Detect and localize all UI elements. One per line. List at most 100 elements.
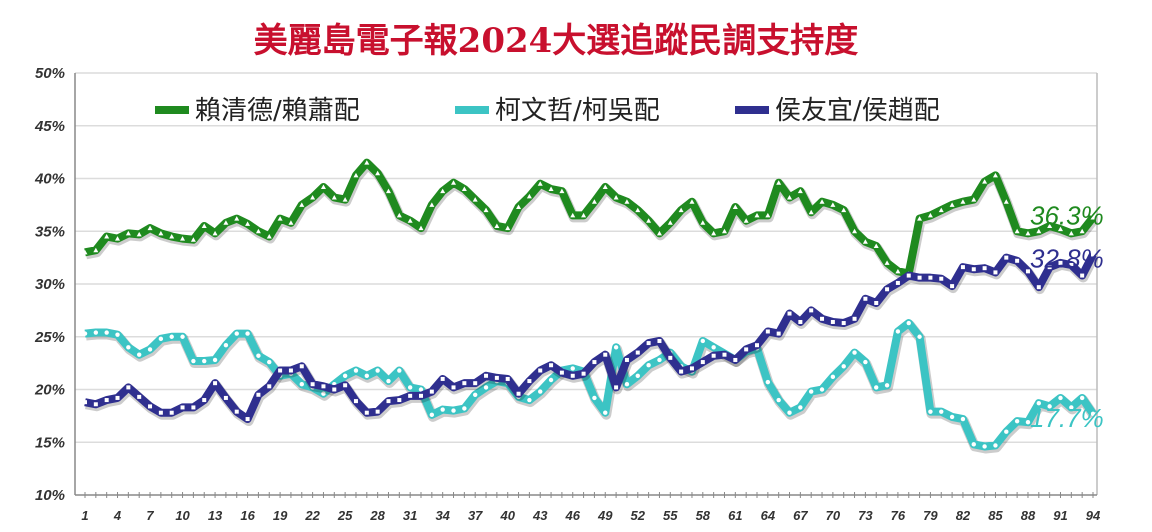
data-point [830, 319, 835, 324]
data-point [852, 228, 858, 234]
x-tick-label: 55 [663, 508, 678, 523]
data-point [1036, 401, 1042, 406]
data-point [873, 243, 879, 249]
data-point [581, 212, 587, 218]
data-point [1069, 405, 1074, 410]
data-point [169, 334, 174, 339]
data-point [678, 207, 684, 213]
data-point [440, 376, 445, 381]
data-point [656, 230, 662, 236]
data-point [494, 375, 499, 380]
data-point [126, 345, 131, 350]
data-point [1057, 226, 1063, 232]
data-point [700, 360, 705, 365]
data-point [353, 399, 358, 404]
data-point [971, 267, 976, 272]
data-point [732, 204, 738, 209]
series-line [84, 252, 1097, 424]
data-point [419, 393, 423, 398]
data-point [1025, 230, 1031, 236]
data-point [982, 266, 987, 271]
chart-title: 美麗島電子報2024大選追蹤民調支持度 [254, 21, 859, 61]
data-point [191, 405, 196, 410]
data-point [505, 225, 511, 231]
data-point [613, 194, 619, 200]
end-value-label: 17.7% [1030, 403, 1104, 433]
data-point [960, 416, 966, 422]
data-point [538, 368, 543, 373]
x-tick-label: 52 [631, 508, 646, 523]
x-tick-label: 22 [304, 508, 320, 523]
data-point [245, 331, 250, 336]
data-point [288, 368, 293, 373]
data-point [939, 276, 944, 281]
x-tick-label: 76 [891, 508, 906, 523]
data-point [570, 373, 575, 378]
data-point [136, 352, 142, 357]
data-point [917, 334, 922, 339]
data-point [549, 363, 554, 368]
data-point [722, 352, 727, 357]
data-point [126, 385, 131, 390]
x-tick-label: 13 [208, 508, 223, 523]
x-tick-label: 46 [565, 508, 581, 523]
data-point [960, 265, 965, 270]
data-point [689, 199, 695, 204]
data-point [202, 358, 207, 364]
data-point [689, 366, 694, 371]
y-tick-label: 25% [34, 329, 65, 346]
data-point [461, 186, 467, 192]
data-point [299, 202, 305, 207]
x-tick-label: 34 [435, 508, 450, 523]
y-tick-label: 50% [35, 65, 65, 82]
data-point [375, 368, 380, 373]
data-point [202, 398, 207, 403]
data-point [137, 394, 142, 399]
data-point [1036, 228, 1042, 234]
data-point [299, 382, 304, 387]
series-line [84, 319, 1097, 451]
data-point [765, 212, 771, 218]
data-point [82, 249, 88, 255]
data-point [418, 225, 424, 231]
data-point [537, 181, 543, 186]
data-point [808, 389, 814, 394]
data-point [765, 379, 771, 385]
data-point [808, 209, 814, 215]
data-point [320, 184, 326, 189]
data-point [472, 392, 478, 397]
data-point [755, 343, 759, 348]
data-point [267, 384, 272, 389]
data-point [473, 381, 478, 386]
x-tick-label: 67 [793, 508, 808, 523]
data-point [321, 384, 326, 389]
data-point [407, 218, 413, 223]
data-point [299, 364, 304, 369]
data-point [603, 410, 608, 415]
data-point [527, 397, 532, 403]
data-point [234, 409, 239, 414]
data-point [483, 207, 489, 213]
data-point [310, 382, 315, 387]
data-point [1058, 395, 1063, 401]
data-point [213, 381, 218, 386]
data-point [408, 393, 413, 398]
data-point [440, 407, 445, 412]
data-point [526, 193, 532, 199]
data-point [559, 370, 564, 375]
legend: 賴清德/賴蕭配 柯文哲/柯吳配 侯友宜/侯趙配 [155, 96, 940, 126]
data-point [1025, 269, 1030, 274]
data-point [646, 363, 651, 368]
data-point [635, 350, 640, 355]
y-tick-label: 35% [35, 223, 65, 240]
data-point [776, 180, 782, 185]
data-point [1015, 258, 1020, 263]
data-point [93, 247, 99, 253]
data-point [548, 186, 554, 192]
data-point [331, 194, 337, 200]
data-point [104, 234, 110, 239]
data-point [451, 180, 457, 185]
data-point [342, 197, 348, 202]
data-point [559, 188, 565, 194]
data-point [180, 236, 186, 241]
